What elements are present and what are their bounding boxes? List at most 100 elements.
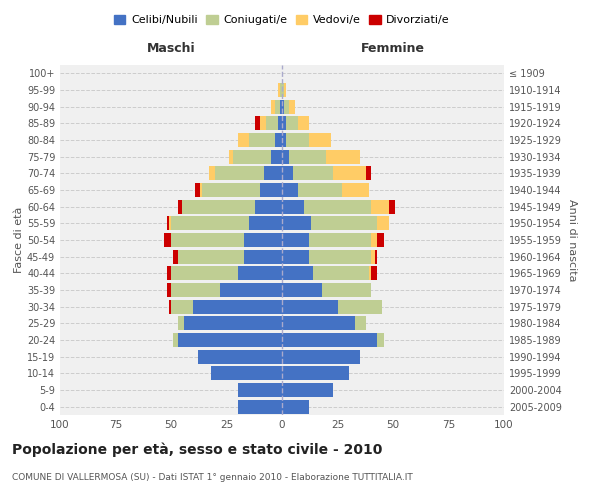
Bar (275, 133, 282, 147)
Bar (169, 216, 171, 230)
Bar (308, 133, 331, 147)
Bar (278, 116, 282, 130)
Text: Maschi: Maschi (146, 42, 196, 55)
Bar (282, 133, 286, 147)
Bar (266, 116, 278, 130)
Bar (167, 266, 171, 280)
Bar (389, 200, 395, 214)
Bar (244, 250, 282, 264)
Bar (229, 150, 233, 164)
Bar (333, 166, 367, 180)
Bar (377, 233, 384, 247)
Bar (282, 366, 349, 380)
Bar (171, 216, 249, 230)
Bar (173, 250, 178, 264)
Bar (256, 200, 282, 214)
Bar (193, 300, 282, 314)
Bar (215, 166, 264, 180)
Bar (298, 183, 342, 197)
Y-axis label: Anni di nascita: Anni di nascita (567, 198, 577, 281)
Bar (264, 166, 282, 180)
Bar (249, 216, 282, 230)
Bar (200, 183, 202, 197)
Bar (308, 233, 371, 247)
Bar (282, 316, 355, 330)
Bar (178, 250, 244, 264)
Bar (282, 183, 298, 197)
Text: Popolazione per età, sesso e stato civile - 2010: Popolazione per età, sesso e stato civil… (12, 442, 382, 457)
Bar (184, 316, 282, 330)
Bar (282, 283, 322, 297)
Bar (238, 133, 249, 147)
Bar (282, 233, 308, 247)
Bar (298, 116, 308, 130)
Bar (171, 266, 238, 280)
Bar (293, 166, 333, 180)
Bar (196, 183, 200, 197)
Bar (244, 233, 282, 247)
Bar (284, 83, 286, 97)
Text: COMUNE DI VALLERMOSA (SU) - Dati ISTAT 1° gennaio 2010 - Elaborazione TUTTITALIA: COMUNE DI VALLERMOSA (SU) - Dati ISTAT 1… (12, 472, 413, 482)
Bar (282, 200, 304, 214)
Bar (282, 83, 284, 97)
Bar (282, 250, 308, 264)
Y-axis label: Fasce di età: Fasce di età (14, 207, 24, 273)
Bar (280, 83, 282, 97)
Bar (313, 266, 368, 280)
Bar (282, 116, 286, 130)
Bar (282, 383, 333, 397)
Bar (282, 266, 313, 280)
Bar (377, 333, 384, 347)
Bar (260, 116, 266, 130)
Bar (368, 266, 371, 280)
Legend: Celibi/Nubili, Coniugati/e, Vedovi/e, Divorziati/e: Celibi/Nubili, Coniugati/e, Vedovi/e, Di… (110, 10, 454, 30)
Bar (209, 166, 215, 180)
Bar (173, 333, 178, 347)
Bar (197, 350, 282, 364)
Bar (271, 100, 275, 114)
Bar (371, 233, 377, 247)
Bar (289, 150, 326, 164)
Bar (238, 266, 282, 280)
Bar (282, 216, 311, 230)
Bar (282, 300, 337, 314)
Bar (377, 216, 389, 230)
Bar (371, 200, 389, 214)
Bar (249, 133, 275, 147)
Bar (238, 383, 282, 397)
Bar (375, 250, 377, 264)
Bar (169, 300, 171, 314)
Bar (367, 166, 371, 180)
Bar (178, 333, 282, 347)
Text: Femmine: Femmine (361, 42, 425, 55)
Bar (284, 100, 289, 114)
Bar (202, 183, 260, 197)
Bar (178, 200, 182, 214)
Bar (278, 83, 280, 97)
Bar (282, 100, 284, 114)
Bar (308, 250, 371, 264)
Bar (256, 116, 260, 130)
Bar (326, 150, 360, 164)
Bar (182, 200, 256, 214)
Bar (282, 150, 289, 164)
Bar (282, 333, 377, 347)
Bar (271, 150, 282, 164)
Bar (171, 300, 193, 314)
Bar (311, 216, 377, 230)
Bar (282, 350, 360, 364)
Bar (178, 316, 184, 330)
Bar (371, 250, 375, 264)
Bar (171, 283, 220, 297)
Bar (282, 400, 308, 414)
Bar (342, 183, 368, 197)
Bar (322, 283, 371, 297)
Bar (304, 200, 371, 214)
Bar (233, 150, 271, 164)
Bar (211, 366, 282, 380)
Bar (238, 400, 282, 414)
Bar (167, 283, 171, 297)
Bar (164, 233, 171, 247)
Bar (337, 300, 382, 314)
Bar (355, 316, 367, 330)
